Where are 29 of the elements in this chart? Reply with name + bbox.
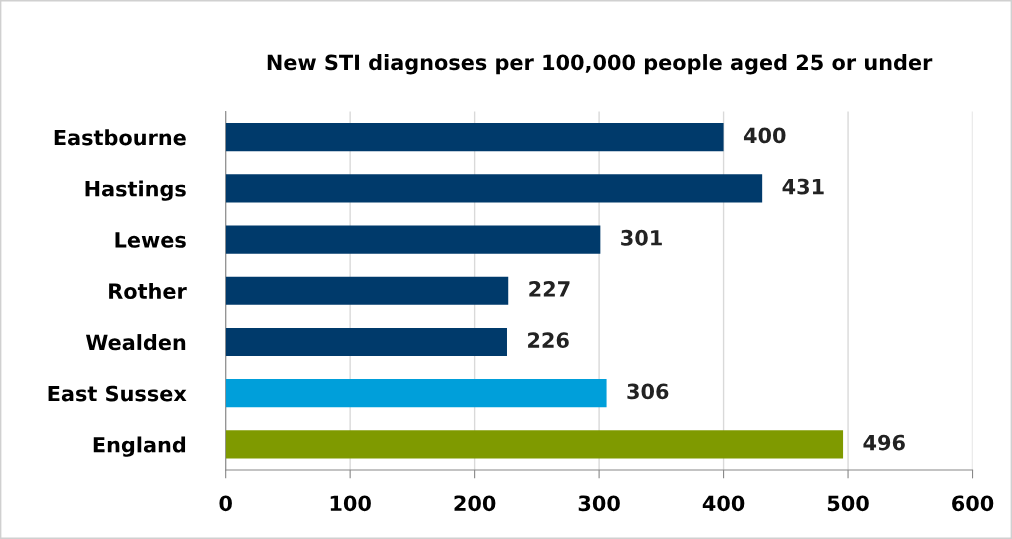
bar (225, 430, 844, 459)
bar (225, 123, 724, 152)
chart-title: New STI diagnoses per 100,000 people aged 25 or under (267, 54, 933, 75)
x-tick-label: 600 (952, 495, 994, 512)
y-tick-label: East Sussex (48, 385, 187, 402)
data-label: 496 (863, 434, 905, 451)
data-label: 431 (782, 178, 824, 195)
bar (225, 276, 509, 305)
x-tick-label: 500 (827, 495, 869, 512)
bar (225, 379, 607, 408)
y-tick-label: England (93, 436, 186, 457)
data-label: 301 (621, 229, 662, 246)
y-tick-label: Hastings (85, 180, 186, 201)
bar (225, 327, 507, 357)
data-label: 306 (627, 383, 669, 400)
x-tick-label: 100 (330, 495, 371, 512)
y-tick-label: Wealden (85, 334, 186, 351)
y-tick-label: Eastbourne (54, 129, 186, 146)
x-tick-label: 200 (454, 495, 496, 512)
data-label: 226 (528, 332, 569, 349)
y-tick-label: Lewes (115, 232, 186, 248)
x-tick-label: 300 (578, 495, 620, 512)
data-label: 227 (529, 281, 570, 297)
data-label: 400 (743, 127, 786, 144)
y-tick-label: Rother (109, 282, 187, 299)
x-tick-label: 0 (219, 495, 232, 512)
bar (225, 174, 763, 203)
x-tick-label: 400 (702, 495, 745, 512)
bar (225, 225, 601, 254)
